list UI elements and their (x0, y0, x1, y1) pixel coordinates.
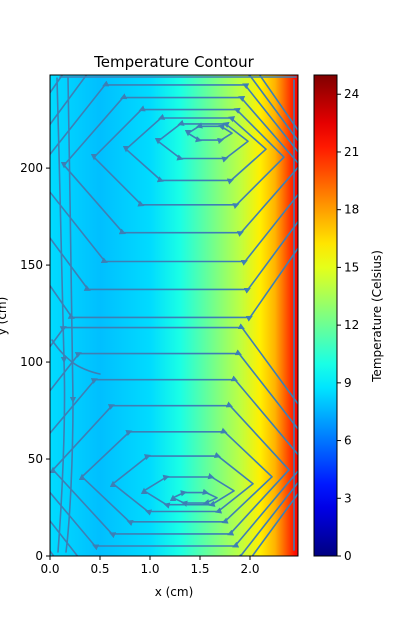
colorbar-tick-label: 18 (344, 203, 359, 217)
x-tick-label: 0.5 (90, 562, 109, 576)
colorbar: 0 3 6 9 12 15 18 21 24 Temperature (Celsius) (313, 74, 384, 563)
y-tick-label: 200 (20, 161, 43, 175)
x-tick-label: 1.5 (190, 562, 209, 576)
colorbar-tick-label: 21 (344, 145, 359, 159)
x-axis: 0.0 0.5 1.0 1.5 2.0 (40, 556, 260, 576)
y-tick-label: 0 (35, 549, 43, 563)
y-tick-label: 100 (20, 355, 43, 369)
y-axis-label: y (cm) (0, 297, 9, 336)
streamline-right-wall (293, 79, 296, 551)
plot-area (49, 74, 299, 557)
streamlines-group (50, 75, 298, 556)
colorbar-tick-label: 3 (344, 491, 352, 505)
y-tick-label: 150 (20, 258, 43, 272)
x-tick-label: 1.0 (140, 562, 159, 576)
y-axis: 0 50 100 150 200 (20, 161, 50, 563)
colorbar-label: Temperature (Celsius) (370, 250, 384, 383)
streamline-left-wall-b (65, 77, 77, 553)
colorbar-fill (314, 75, 337, 556)
chart-title: Temperature Contour (93, 53, 255, 71)
x-axis-label: x (cm) (155, 585, 194, 599)
x-tick-label: 2.0 (240, 562, 259, 576)
colorbar-axis: 0 3 6 9 12 15 18 21 24 (337, 87, 359, 563)
streamline-upper-7 (50, 75, 298, 322)
streamline-mid-split (51, 339, 101, 375)
colorbar-tick-label: 6 (344, 434, 352, 448)
x-tick-label: 0.0 (40, 562, 59, 576)
temperature-field (50, 75, 298, 556)
colorbar-tick-label: 0 (344, 549, 352, 563)
colorbar-tick-label: 12 (344, 318, 359, 332)
plot-frame (49, 74, 299, 557)
colorbar-frame (313, 74, 338, 557)
y-tick-label: 50 (28, 452, 43, 466)
colorbar-tick-label: 24 (344, 87, 359, 101)
colorbar-tick-label: 9 (344, 376, 352, 390)
streamline-lower-7 (50, 323, 298, 556)
colorbar-tick-label: 15 (344, 260, 359, 274)
